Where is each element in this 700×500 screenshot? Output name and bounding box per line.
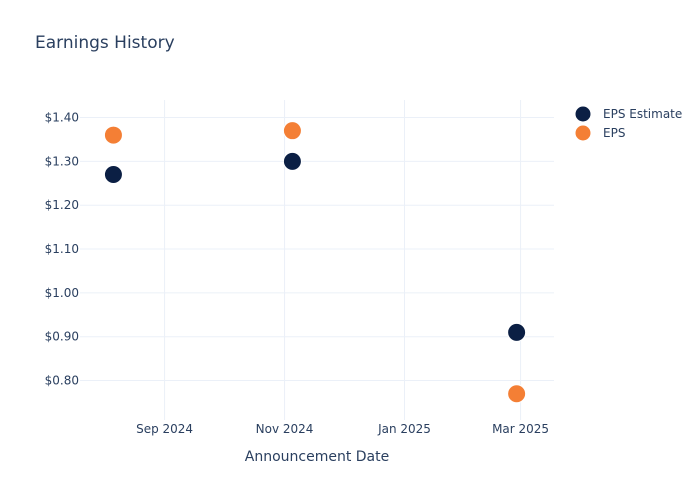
data-point[interactable]	[507, 384, 527, 404]
y-tick-label: $1.10	[45, 242, 79, 256]
data-markers	[103, 121, 527, 404]
legend-marker	[574, 124, 592, 142]
legend-item[interactable]: EPS	[574, 124, 625, 142]
series-eps	[103, 121, 527, 404]
x-tick-label: Sep 2024	[136, 422, 193, 436]
legend-item[interactable]: EPS Estimate	[574, 105, 682, 123]
data-point[interactable]	[282, 121, 302, 141]
legend-label: EPS	[603, 126, 625, 140]
x-axis-title: Announcement Date	[245, 449, 389, 465]
data-point[interactable]	[103, 125, 123, 145]
series-eps-estimate	[103, 151, 527, 342]
y-tick-label: $1.40	[45, 111, 79, 125]
legend-label: EPS Estimate	[603, 107, 682, 121]
x-tick-label: Mar 2025	[492, 422, 549, 436]
y-tick-label: $0.80	[45, 374, 79, 388]
grid	[80, 100, 554, 420]
data-point[interactable]	[282, 151, 302, 171]
legend[interactable]: EPS Estimate EPS	[574, 105, 682, 142]
data-point[interactable]	[507, 322, 527, 342]
y-tick-label: $1.30	[45, 154, 79, 168]
y-tick-label: $0.90	[45, 330, 79, 344]
data-point[interactable]	[103, 165, 123, 185]
legend-marker	[574, 105, 592, 123]
y-axis: $0.80 $0.90 $1.00 $1.10 $1.20 $1.30 $1.40	[45, 111, 79, 388]
y-tick-label: $1.00	[45, 286, 79, 300]
x-tick-label: Nov 2024	[256, 422, 314, 436]
x-axis: Sep 2024 Nov 2024 Jan 2025 Mar 2025	[136, 422, 549, 436]
x-tick-label: Jan 2025	[377, 422, 431, 436]
y-tick-label: $1.20	[45, 198, 79, 212]
chart-title: Earnings History	[35, 33, 175, 53]
